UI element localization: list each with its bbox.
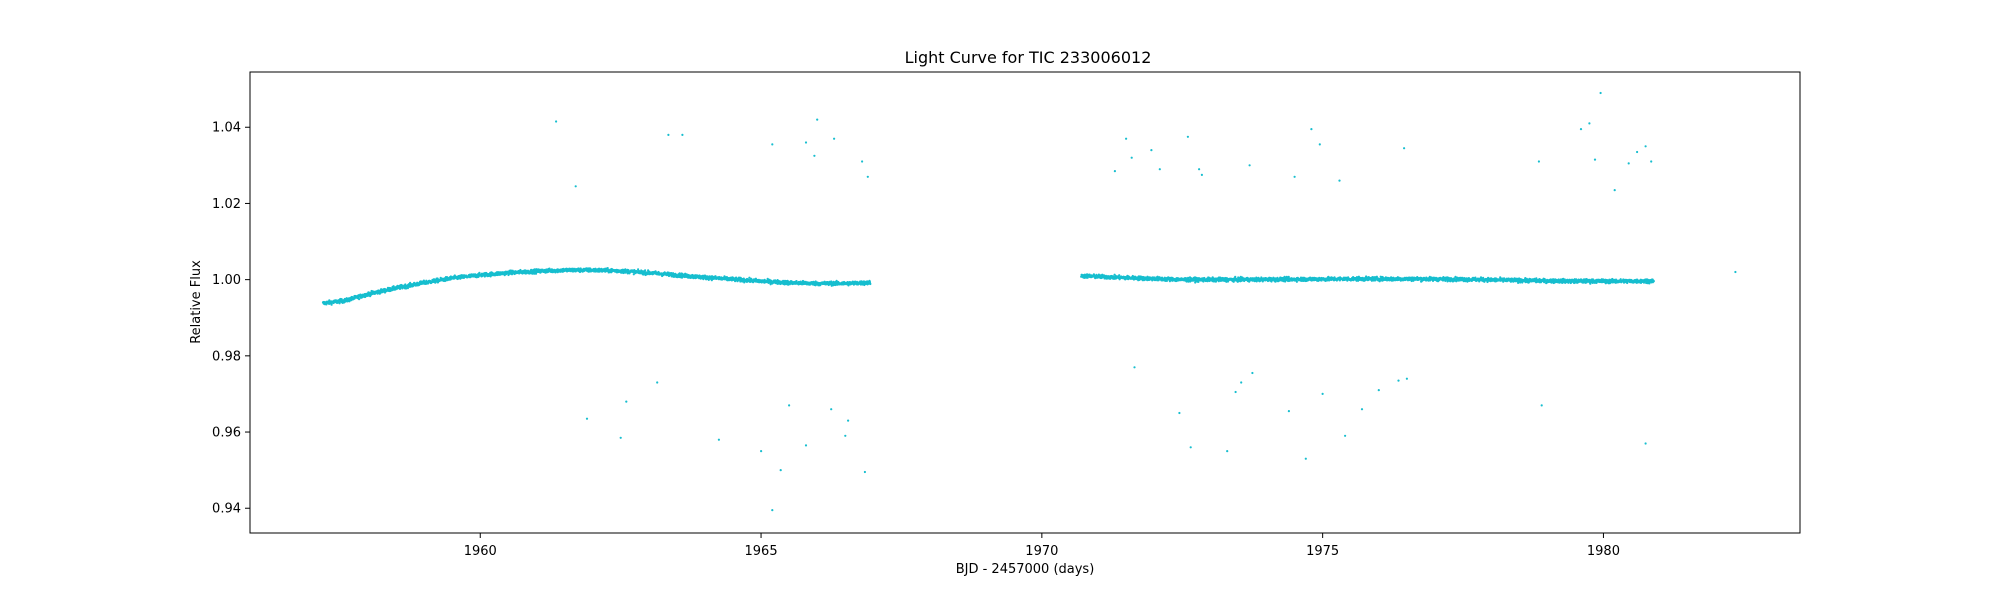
data-point bbox=[1474, 276, 1477, 279]
data-point bbox=[702, 278, 705, 281]
data-point bbox=[392, 285, 395, 288]
data-point bbox=[750, 277, 753, 281]
data-point bbox=[1295, 280, 1298, 283]
data-point bbox=[787, 283, 790, 286]
data-point bbox=[422, 279, 425, 282]
data-point bbox=[1194, 281, 1197, 284]
chart-title: Light Curve for TIC 233006012 bbox=[905, 48, 1152, 67]
data-point bbox=[835, 279, 838, 282]
data-point bbox=[1482, 276, 1485, 279]
data-points bbox=[321, 91, 1737, 512]
data-point bbox=[1157, 279, 1160, 282]
data-point bbox=[847, 284, 850, 287]
plot-area bbox=[249, 71, 1801, 534]
data-point bbox=[530, 268, 533, 271]
data-point bbox=[644, 269, 647, 272]
data-point bbox=[1165, 279, 1168, 282]
data-point bbox=[769, 283, 772, 286]
data-point bbox=[606, 267, 609, 270]
data-point bbox=[1232, 280, 1235, 283]
data-point bbox=[632, 273, 635, 276]
data-point bbox=[869, 282, 872, 286]
plot-background bbox=[250, 72, 1800, 533]
data-point bbox=[358, 298, 361, 301]
data-point bbox=[404, 287, 408, 290]
data-point bbox=[1234, 275, 1237, 278]
data-point bbox=[478, 271, 481, 274]
data-point bbox=[1517, 281, 1520, 284]
data-point bbox=[340, 298, 343, 301]
data-point bbox=[637, 268, 640, 271]
data-point bbox=[1118, 274, 1121, 277]
data-point bbox=[330, 303, 333, 306]
data-point bbox=[1212, 280, 1216, 283]
